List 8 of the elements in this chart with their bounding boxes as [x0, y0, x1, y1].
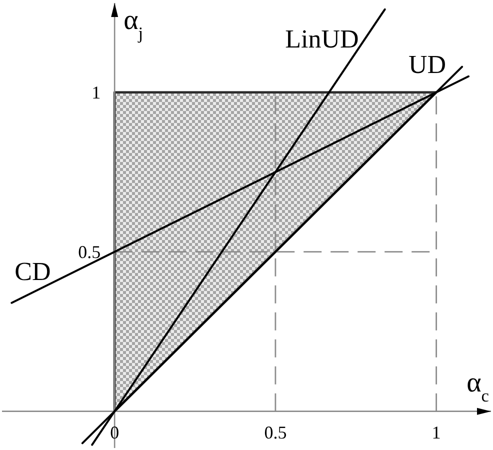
series-label: CD: [14, 256, 51, 286]
y-axis-title: α$_{j}$: [124, 5, 144, 42]
x-tick-label: 1: [432, 422, 441, 442]
x-tick-label: 0.5: [264, 422, 287, 442]
x-axis-title: α$_{c}$: [466, 367, 490, 405]
x-tick-label: 0: [110, 422, 120, 442]
series-label: LinUD: [285, 24, 359, 54]
series-label: UD: [408, 50, 446, 79]
